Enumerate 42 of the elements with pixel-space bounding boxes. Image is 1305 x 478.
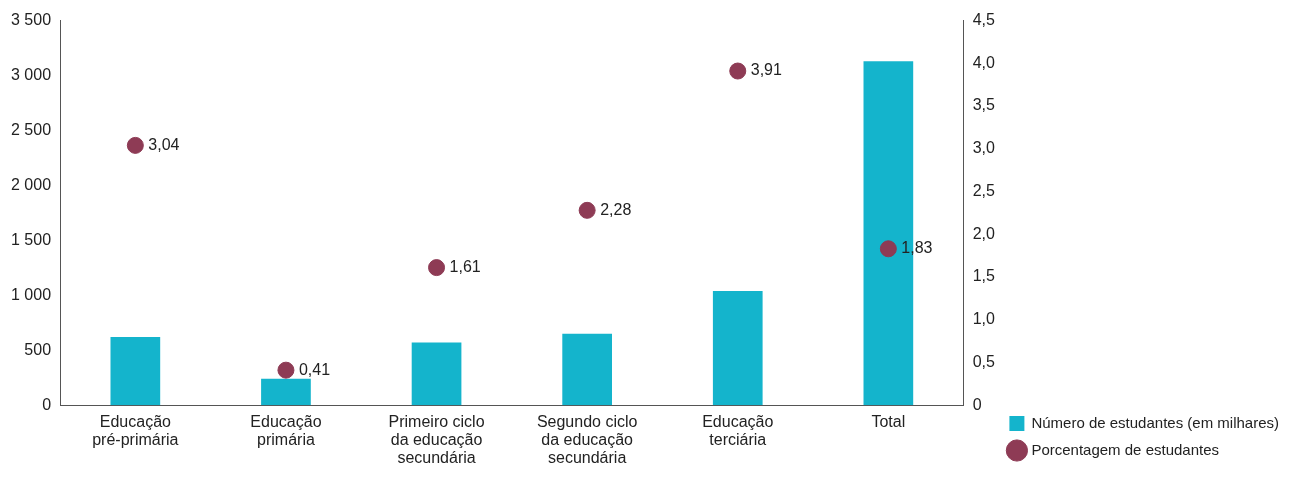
bar xyxy=(110,337,161,406)
bar xyxy=(712,290,763,406)
legend-label: Número de estudantes (em milhares) xyxy=(1031,413,1280,431)
y2-tick-label: 2,0 xyxy=(972,224,995,242)
point xyxy=(428,259,446,277)
x-tick-label: Educação primária xyxy=(250,413,322,449)
x-tick-label: Educação pré-primária xyxy=(92,413,179,449)
point xyxy=(879,240,897,258)
x-tick-label: Segundo ciclo da educação secundária xyxy=(536,413,638,466)
x-tick-label: Primeiro ciclo da educação secundária xyxy=(388,413,485,466)
y2-tick-label: 0 xyxy=(972,395,982,413)
point xyxy=(729,62,747,80)
bar xyxy=(261,378,311,406)
y2-tick-label: 0,5 xyxy=(972,352,995,370)
y2-tick-label: 1,5 xyxy=(972,267,995,285)
y2-tick-label: 2,5 xyxy=(972,181,995,199)
y-tick-label: 0 xyxy=(42,395,52,413)
y-tick-label: 2 000 xyxy=(10,175,52,193)
x-tick-label: Educação terciária xyxy=(702,413,774,449)
data-label: 2,28 xyxy=(600,200,632,218)
data-label: 1,61 xyxy=(449,258,481,275)
point xyxy=(126,136,144,154)
point xyxy=(578,201,596,219)
data-label: 0,41 xyxy=(298,360,331,378)
data-label: 3,91 xyxy=(750,61,782,79)
x-tick-label: Total xyxy=(871,413,906,431)
y2-tick-label: 4,5 xyxy=(972,11,995,29)
y-tick-label: 1 500 xyxy=(10,230,52,248)
y-tick-label: 3 500 xyxy=(10,11,52,29)
legend-label: Porcentagem de estudantes xyxy=(1031,440,1220,458)
y2-tick-label: 1,0 xyxy=(972,310,995,328)
y2-tick-label: 4,0 xyxy=(972,53,995,71)
y-tick-label: 500 xyxy=(24,340,52,358)
y2-tick-label: 3,0 xyxy=(972,139,995,157)
bar xyxy=(562,333,612,406)
bar xyxy=(411,342,462,406)
point xyxy=(277,361,295,379)
y-tick-label: 3 000 xyxy=(10,65,52,83)
y2-tick-label: 3,5 xyxy=(972,96,995,114)
y-tick-label: 2 500 xyxy=(10,120,52,138)
y-tick-label: 1 000 xyxy=(10,285,52,303)
data-label: 3,04 xyxy=(148,135,180,153)
